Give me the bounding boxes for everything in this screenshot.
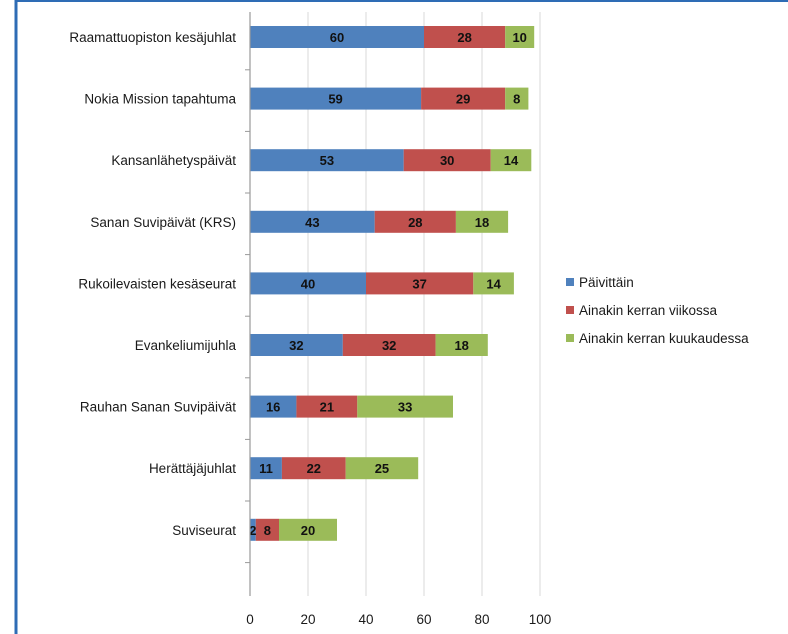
data-label: 28 (408, 215, 422, 230)
x-tick-label: 20 (300, 612, 315, 627)
legend-swatch-ainakin-kerran-kuukaudessa (566, 334, 574, 342)
bar-ainakin-kerran-viikossa-raamattuopiston-kesajuhlat (424, 26, 506, 48)
category-label: Rukoilevaisten kesäseurat (78, 276, 236, 291)
bar-ainakin-kerran-kuukaudessa-sanan-suvipaivat-krs (455, 210, 509, 233)
data-label: 18 (475, 215, 489, 230)
category-label: Kansanlähetyspäivät (111, 153, 236, 168)
bar-ainakin-kerran-kuukaudessa-herattajajuhlat (345, 457, 419, 480)
x-tick-label: 60 (416, 612, 431, 627)
bars (250, 26, 535, 541)
data-label: 32 (382, 338, 396, 353)
data-label: 14 (486, 276, 501, 291)
bar-paivittain-herattajajuhlat (250, 457, 282, 480)
bar-paivittain-rukoilevaisten-kesaseurat (250, 272, 366, 295)
bar-ainakin-kerran-viikossa-evankeliumijuhla (342, 334, 436, 356)
bar-ainakin-kerran-kuukaudessa-rauhan-sanan-suvipaivat (357, 395, 453, 418)
data-label: 2 (249, 523, 256, 538)
bar-ainakin-kerran-viikossa-sanan-suvipaivat-krs (374, 210, 456, 233)
data-label: 43 (305, 215, 319, 230)
data-label: 8 (513, 92, 520, 107)
bar-ainakin-kerran-viikossa-rauhan-sanan-suvipaivat (296, 395, 358, 418)
data-label: 14 (504, 153, 519, 168)
x-tick-label: 0 (246, 612, 254, 627)
x-tick-label: 80 (474, 612, 489, 627)
category-label: Evankeliumijuhla (135, 338, 237, 353)
data-label: 16 (266, 400, 280, 415)
bar-ainakin-kerran-viikossa-suviseurat (255, 518, 279, 541)
legend: Päivittäin Ainakin kerran viikossa Ainakin… (566, 275, 749, 346)
category-label: Rauhan Sanan Suvipäivät (80, 400, 236, 415)
bar-paivittain-evankeliumijuhla (250, 334, 343, 356)
x-tick-label: 40 (358, 612, 373, 627)
bar-paivittain-kansanlahetyspaivat (250, 149, 404, 172)
bar-ainakin-kerran-kuukaudessa-suviseurat (279, 518, 337, 541)
data-label: 37 (412, 276, 426, 291)
category-label: Herättäjäjuhlat (149, 461, 236, 476)
data-label: 30 (440, 153, 454, 168)
category-label: Nokia Mission tapahtuma (84, 92, 236, 107)
bar-ainakin-kerran-viikossa-herattajajuhlat (281, 457, 346, 480)
bar-paivittain-nokia-mission-tapahtuma (250, 87, 422, 110)
data-label: 53 (320, 153, 334, 168)
bar-ainakin-kerran-kuukaudessa-evankeliumijuhla (435, 334, 488, 356)
bar-ainakin-kerran-kuukaudessa-nokia-mission-tapahtuma (505, 87, 529, 110)
data-label: 18 (454, 338, 468, 353)
data-label: 40 (301, 276, 315, 291)
data-label: 8 (264, 523, 271, 538)
legend-swatch-paivittain (566, 278, 574, 286)
category-label: Sanan Suvipäivät (KRS) (90, 215, 236, 230)
data-label: 60 (330, 30, 344, 45)
category-label: Raamattuopiston kesäjuhlat (69, 30, 236, 45)
category-label: Suviseurat (172, 523, 236, 538)
bar-ainakin-kerran-kuukaudessa-kansanlahetyspaivat (490, 149, 532, 172)
data-label: 32 (289, 338, 303, 353)
bar-paivittain-raamattuopiston-kesajuhlat (250, 26, 424, 48)
bar-ainakin-kerran-viikossa-rukoilevaisten-kesaseurat (366, 272, 474, 295)
data-label: 21 (320, 400, 334, 415)
data-label: 25 (375, 461, 389, 476)
bar-paivittain-suviseurat (250, 518, 256, 541)
legend-label-ainakin-kerran-viikossa: Ainakin kerran viikossa (579, 303, 718, 318)
bar-paivittain-sanan-suvipaivat-krs (250, 210, 375, 233)
data-label: 28 (457, 30, 471, 45)
bar-paivittain-rauhan-sanan-suvipaivat (250, 395, 297, 418)
data-label: 11 (259, 461, 273, 476)
x-tick-label: 100 (529, 612, 552, 627)
axes: 0 20 40 60 80 100 Raamattuopiston kesäjuhlat No… (69, 12, 551, 627)
data-label: 22 (307, 461, 321, 476)
data-label: 33 (398, 400, 412, 415)
bar-ainakin-kerran-viikossa-kansanlahetyspaivat (403, 149, 491, 172)
data-label: 10 (512, 30, 526, 45)
data-label: 29 (456, 92, 470, 107)
legend-label-ainakin-kerran-kuukaudessa: Ainakin kerran kuukaudessa (579, 331, 749, 346)
bar-ainakin-kerran-kuukaudessa-raamattuopiston-kesajuhlat (505, 26, 535, 48)
bar-ainakin-kerran-kuukaudessa-rukoilevaisten-kesaseurat (473, 272, 514, 295)
data-label: 59 (328, 92, 342, 107)
legend-swatch-ainakin-kerran-viikossa (566, 306, 574, 314)
bar-ainakin-kerran-viikossa-nokia-mission-tapahtuma (421, 87, 506, 110)
data-label: 20 (301, 523, 315, 538)
legend-label-paivittain: Päivittäin (579, 275, 634, 290)
